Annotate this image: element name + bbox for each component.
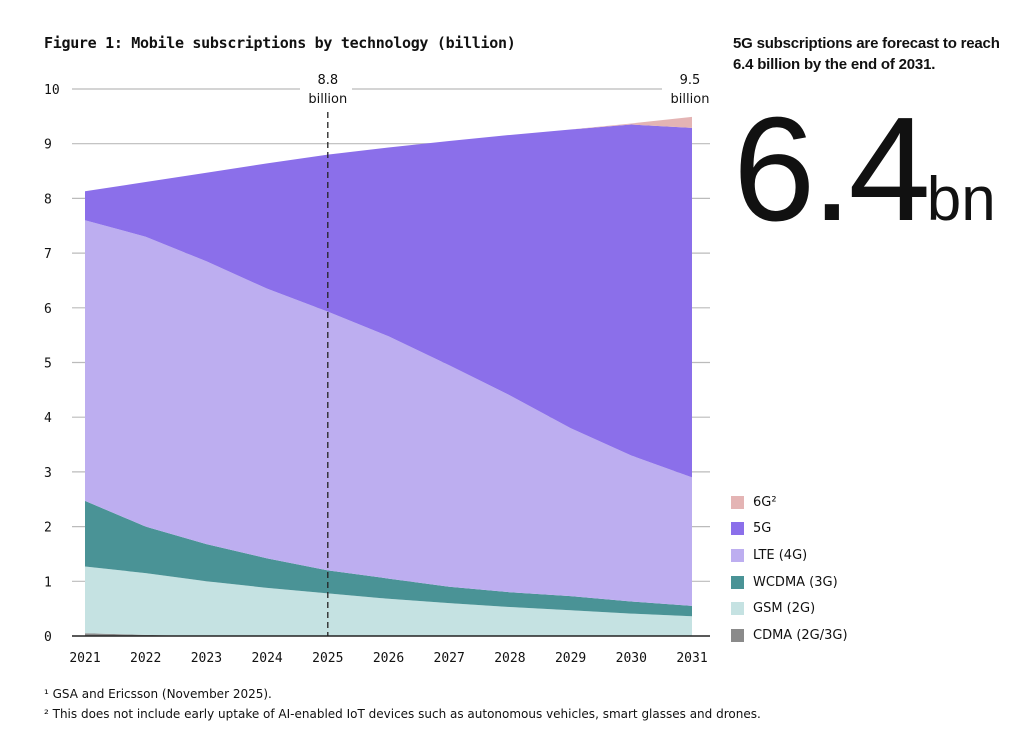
x-tick-label: 2023	[191, 651, 222, 666]
area-wcdma-3g	[85, 500, 692, 617]
legend-item: 5G	[731, 516, 848, 543]
x-tick-label: 2027	[434, 651, 465, 666]
y-tick-label: 8	[44, 192, 52, 207]
annotation-label: billion	[308, 92, 347, 107]
x-tick-label: 2021	[69, 651, 100, 666]
y-tick-label: 4	[44, 411, 52, 426]
x-tick-label: 2025	[312, 651, 343, 666]
footnote-2: ² This does not include early uptake of …	[44, 707, 761, 721]
legend-swatch	[731, 548, 744, 562]
legend-label: CDMA (2G/3G)	[753, 627, 848, 643]
legend-item: LTE (4G)	[731, 542, 848, 569]
area-gsm-2g	[85, 566, 692, 636]
legend-item: CDMA (2G/3G)	[731, 622, 848, 649]
legend-label: LTE (4G)	[753, 547, 808, 563]
area-6g	[85, 116, 692, 192]
legend-swatch	[731, 495, 744, 509]
x-tick-label: 2028	[494, 651, 525, 666]
headline: 5G subscriptions are forecast to reach 6…	[733, 35, 1000, 73]
legend-item: WCDMA (3G)	[731, 569, 848, 596]
footnotes: ¹ GSA and Ericsson (November 2025). ² Th…	[44, 684, 761, 724]
legend: 6G² 5G LTE (4G) WCDMA (3G) GSM (2G) CDMA (2G/…	[731, 489, 848, 649]
y-tick-label: 3	[44, 466, 52, 481]
annotation-value: 9.5	[680, 73, 701, 88]
area-5g	[85, 124, 692, 478]
annotation-label: billion	[671, 92, 710, 107]
x-tick-label: 2029	[555, 651, 586, 666]
y-tick-label: 1	[44, 575, 52, 590]
legend-item: GSM (2G)	[731, 595, 848, 622]
y-tick-label: 5	[44, 357, 52, 372]
legend-label: GSM (2G)	[753, 601, 816, 617]
legend-label: 6G²	[753, 494, 777, 510]
chart-title: Figure 1: Mobile subscriptions by techno…	[44, 34, 516, 52]
legend-label: WCDMA (3G)	[753, 574, 838, 590]
legend-swatch	[731, 628, 744, 642]
y-tick-label: 0	[44, 630, 52, 645]
y-tick-label: 2	[44, 521, 52, 536]
legend-swatch	[731, 575, 744, 589]
area-lte-4g	[85, 220, 692, 606]
legend-swatch	[731, 522, 744, 536]
y-tick-label: 7	[44, 247, 52, 262]
x-tick-label: 2030	[616, 651, 647, 666]
big-number-unit: bn	[926, 165, 996, 234]
legend-label: 5G	[753, 521, 772, 537]
y-tick-label: 10	[44, 83, 60, 98]
big-number-value: 6.4	[733, 87, 931, 252]
y-tick-label: 9	[44, 138, 52, 153]
footnote-1: ¹ GSA and Ericsson (November 2025).	[44, 687, 272, 701]
legend-swatch	[731, 602, 744, 616]
x-tick-label: 2024	[251, 651, 282, 666]
annotation-value: 8.8	[317, 73, 338, 88]
x-tick-label: 2026	[373, 651, 404, 666]
x-tick-label: 2022	[130, 651, 161, 666]
legend-item: 6G²	[731, 489, 848, 516]
y-tick-label: 6	[44, 302, 52, 317]
x-tick-label: 2031	[676, 651, 707, 666]
big-number: 6.4bn	[733, 96, 996, 244]
